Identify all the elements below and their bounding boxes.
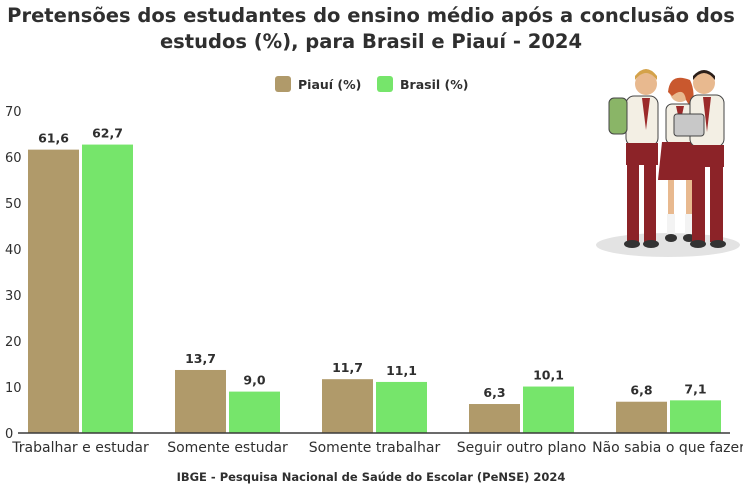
- data-label-brasil: 7,1: [684, 381, 706, 396]
- bar-piaui: [616, 401, 667, 433]
- chart-source: IBGE - Pesquisa Nacional de Saúde do Esc…: [177, 470, 566, 484]
- data-label-piaui: 6,8: [630, 383, 652, 398]
- x-category-label: Somente trabalhar: [309, 440, 441, 456]
- chart-title-line-1: Pretensões dos estudantes do ensino médi…: [7, 4, 735, 27]
- y-tick-label: 60: [5, 151, 22, 166]
- data-label-piaui: 11,7: [332, 360, 363, 375]
- bar-piaui: [322, 379, 373, 433]
- x-category-label: Trabalhar e estudar: [11, 440, 149, 456]
- data-label-brasil: 11,1: [386, 363, 417, 378]
- x-category-label: Não sabia o que fazer: [592, 440, 743, 456]
- data-label-piaui: 13,7: [185, 351, 216, 366]
- students-illustration: [596, 69, 740, 257]
- legend-label-piaui: Piauí (%): [298, 77, 361, 92]
- legend-swatch-piaui: [275, 76, 291, 92]
- data-label-brasil: 9,0: [243, 373, 265, 388]
- data-label-brasil: 62,7: [92, 126, 123, 141]
- legend-label-brasil: Brasil (%): [400, 77, 468, 92]
- y-tick-label: 50: [5, 197, 22, 212]
- y-axis: 0 10 20 30 40 50 60 70: [5, 105, 22, 442]
- y-tick-label: 0: [5, 427, 13, 442]
- x-category-label: Somente estudar: [167, 440, 288, 456]
- bar-piaui: [469, 404, 520, 433]
- chart-title-line-2: estudos (%), para Brasil e Piauí - 2024: [160, 30, 582, 53]
- student-right: [673, 70, 726, 248]
- bar-brasil: [82, 144, 133, 433]
- bar-piaui: [28, 149, 79, 433]
- data-label-brasil: 10,1: [533, 368, 564, 383]
- y-tick-label: 10: [5, 381, 22, 396]
- student-left: [608, 69, 659, 248]
- x-category-label: Seguir outro plano: [457, 440, 587, 456]
- legend-swatch-brasil: [377, 76, 393, 92]
- data-label-piaui: 61,6: [38, 131, 69, 146]
- y-tick-label: 20: [5, 335, 22, 350]
- y-tick-label: 40: [5, 243, 22, 258]
- y-tick-label: 30: [5, 289, 22, 304]
- bar-brasil: [376, 381, 427, 433]
- bar-brasil: [229, 391, 280, 433]
- bar-piaui: [175, 369, 226, 433]
- y-tick-label: 70: [5, 105, 22, 120]
- data-label-piaui: 6,3: [483, 385, 505, 400]
- bar-brasil: [523, 386, 574, 433]
- bar-brasil: [670, 400, 721, 433]
- bars: 61,6 62,7 13,7 9,0 11,7 11,1 6,3 10,1 6,8 7,1: [28, 126, 721, 433]
- x-axis-categories: Trabalhar e estudar Somente estudar Soment…: [11, 440, 743, 456]
- legend: Piauí (%) Brasil (%): [275, 76, 468, 92]
